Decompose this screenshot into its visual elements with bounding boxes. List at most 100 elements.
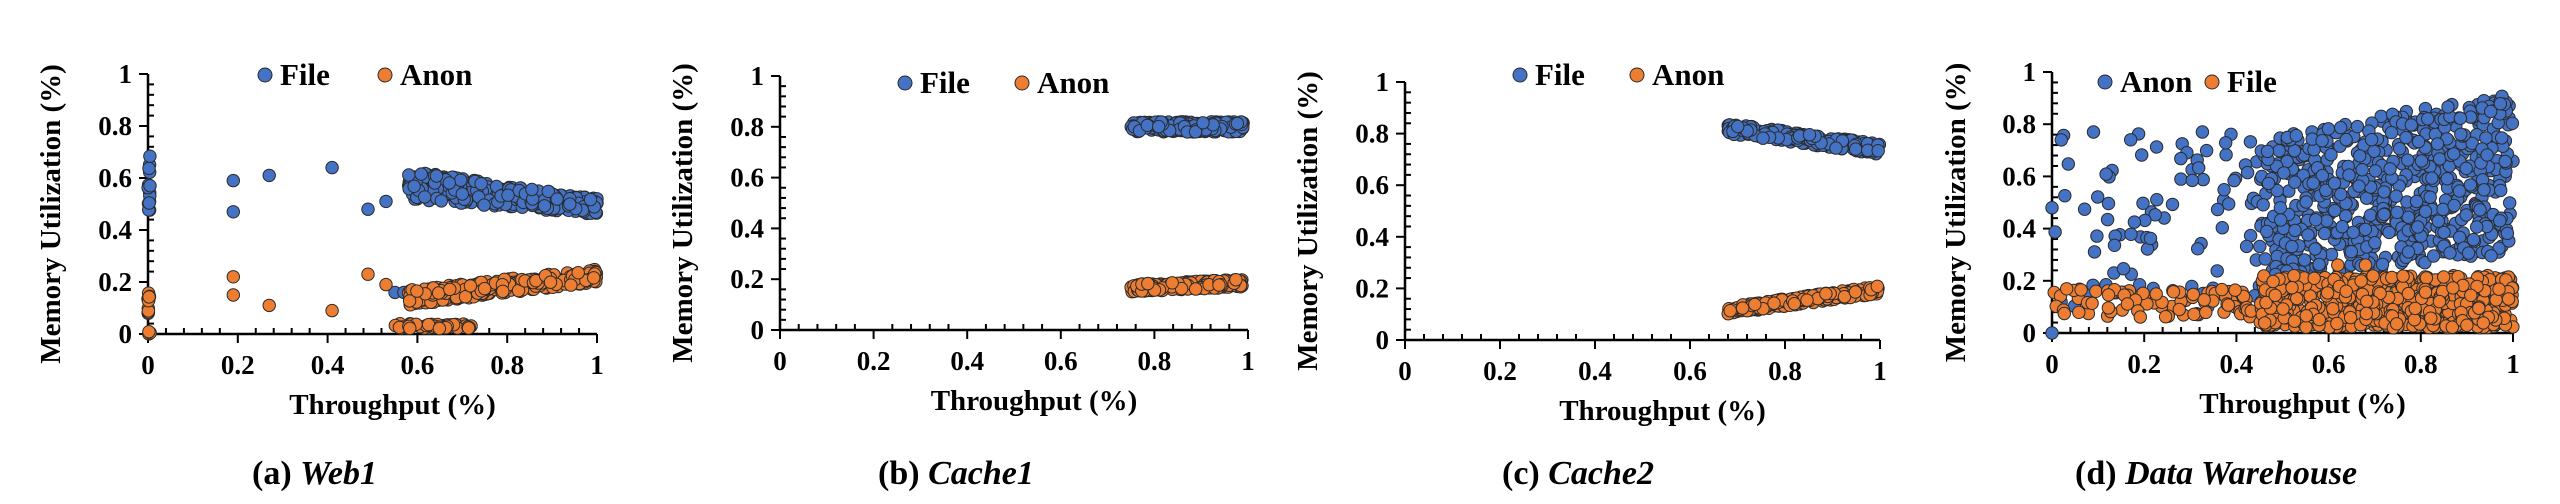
x-tick-label: 0.2 — [857, 346, 891, 376]
data-point — [583, 192, 598, 207]
data-point — [2099, 167, 2113, 181]
data-point — [2256, 198, 2270, 212]
series-file — [1721, 118, 1887, 161]
data-point — [2087, 245, 2102, 259]
caption-subject: Cache2 — [1548, 455, 1655, 492]
data-point — [2375, 257, 2390, 271]
data-point — [434, 194, 448, 208]
legend-entry-anon: Anon — [377, 57, 472, 92]
data-point — [2192, 161, 2206, 175]
data-point — [2312, 257, 2326, 272]
data-point — [2480, 148, 2494, 162]
data-point — [2124, 227, 2138, 242]
data-point — [2411, 134, 2426, 149]
legend-label: Anon — [400, 57, 472, 92]
chart-panel-cache1: 0 0.2 0.4 0.6 0.8 1 0 0.2 0.4 0.6 0.8 1 Throughput (… — [667, 61, 1255, 417]
data-point — [2350, 119, 2365, 134]
data-point — [2124, 133, 2138, 147]
data-point — [2253, 239, 2267, 254]
data-point — [2072, 305, 2086, 319]
data-point — [2384, 125, 2399, 140]
legend-entry-file: File — [257, 57, 330, 92]
data-point — [2382, 225, 2396, 240]
data-point — [2273, 201, 2288, 215]
data-point — [2484, 104, 2498, 119]
data-point — [1152, 119, 1166, 134]
data-point — [2187, 307, 2201, 321]
data-point — [2363, 208, 2378, 222]
caption-cache1: (b) Cache1 — [878, 455, 1034, 493]
data-point — [2331, 258, 2345, 272]
legend-entry-anon: Anon — [1014, 65, 1109, 100]
data-point — [226, 173, 241, 188]
data-point — [2277, 166, 2291, 180]
data-point — [2268, 288, 2282, 302]
data-point — [2470, 220, 2484, 234]
data-point — [2339, 132, 2353, 147]
data-point — [2321, 122, 2336, 136]
data-point — [2057, 306, 2072, 321]
legend-label: Anon — [1037, 65, 1109, 100]
data-point — [142, 196, 156, 210]
data-point — [325, 160, 339, 175]
data-point — [2287, 314, 2302, 328]
caption-label: (c) — [1502, 455, 1540, 492]
y-tick-label: 0.2 — [1355, 273, 1389, 303]
data-point — [2266, 274, 2280, 289]
data-point — [543, 275, 558, 289]
legend-entry-anon: Anon — [1629, 57, 1724, 92]
data-point — [2276, 302, 2290, 316]
y-tick-label: 0.4 — [730, 213, 764, 243]
data-point — [2423, 190, 2437, 204]
data-point — [2441, 100, 2455, 114]
data-point — [361, 267, 375, 281]
data-point — [2492, 282, 2506, 296]
data-point — [414, 167, 428, 181]
data-point — [2327, 176, 2342, 190]
data-point — [496, 284, 510, 298]
data-point — [2426, 249, 2441, 263]
data-point — [2077, 202, 2092, 216]
y-tick-label: 0.4 — [98, 215, 132, 245]
data-point — [2320, 214, 2334, 228]
data-point — [550, 192, 564, 206]
data-point — [2149, 287, 2163, 301]
x-tick-label: 1 — [590, 350, 604, 380]
data-point — [2289, 128, 2304, 143]
data-point — [2101, 301, 2116, 315]
x-tick-label: 0.4 — [1578, 356, 1612, 386]
legend-entry-file: File — [2204, 64, 2277, 99]
data-point — [2191, 242, 2205, 256]
data-point — [2358, 258, 2373, 272]
x-tick-label: 0 — [773, 346, 787, 376]
data-point — [2503, 196, 2517, 210]
legend-entry-anon: Anon — [2097, 64, 2192, 99]
data-point — [2414, 154, 2429, 168]
data-point — [2461, 246, 2476, 260]
data-point — [2355, 163, 2369, 177]
legend-label: File — [920, 65, 970, 100]
data-point — [226, 270, 241, 284]
data-point — [2299, 320, 2313, 334]
data-point — [2366, 269, 2380, 283]
data-point — [2101, 196, 2116, 211]
data-point — [2419, 271, 2434, 285]
data-point — [2136, 196, 2150, 211]
data-point — [2060, 282, 2074, 296]
data-point — [461, 321, 476, 335]
data-point — [2227, 173, 2241, 188]
data-point — [2217, 183, 2231, 197]
caption-data-warehouse: (d) Data Warehouse — [2075, 455, 2357, 493]
y-tick-label: 1 — [119, 59, 133, 89]
data-point — [2344, 245, 2359, 259]
legend-marker — [2097, 74, 2113, 90]
data-point — [2377, 207, 2391, 222]
data-point — [2339, 284, 2353, 298]
data-point — [2306, 176, 2320, 190]
data-point — [463, 279, 478, 293]
data-point — [2326, 302, 2340, 316]
data-point — [379, 194, 393, 209]
data-point — [2048, 225, 2062, 239]
data-point — [1849, 142, 1863, 156]
data-point — [1870, 279, 1885, 293]
